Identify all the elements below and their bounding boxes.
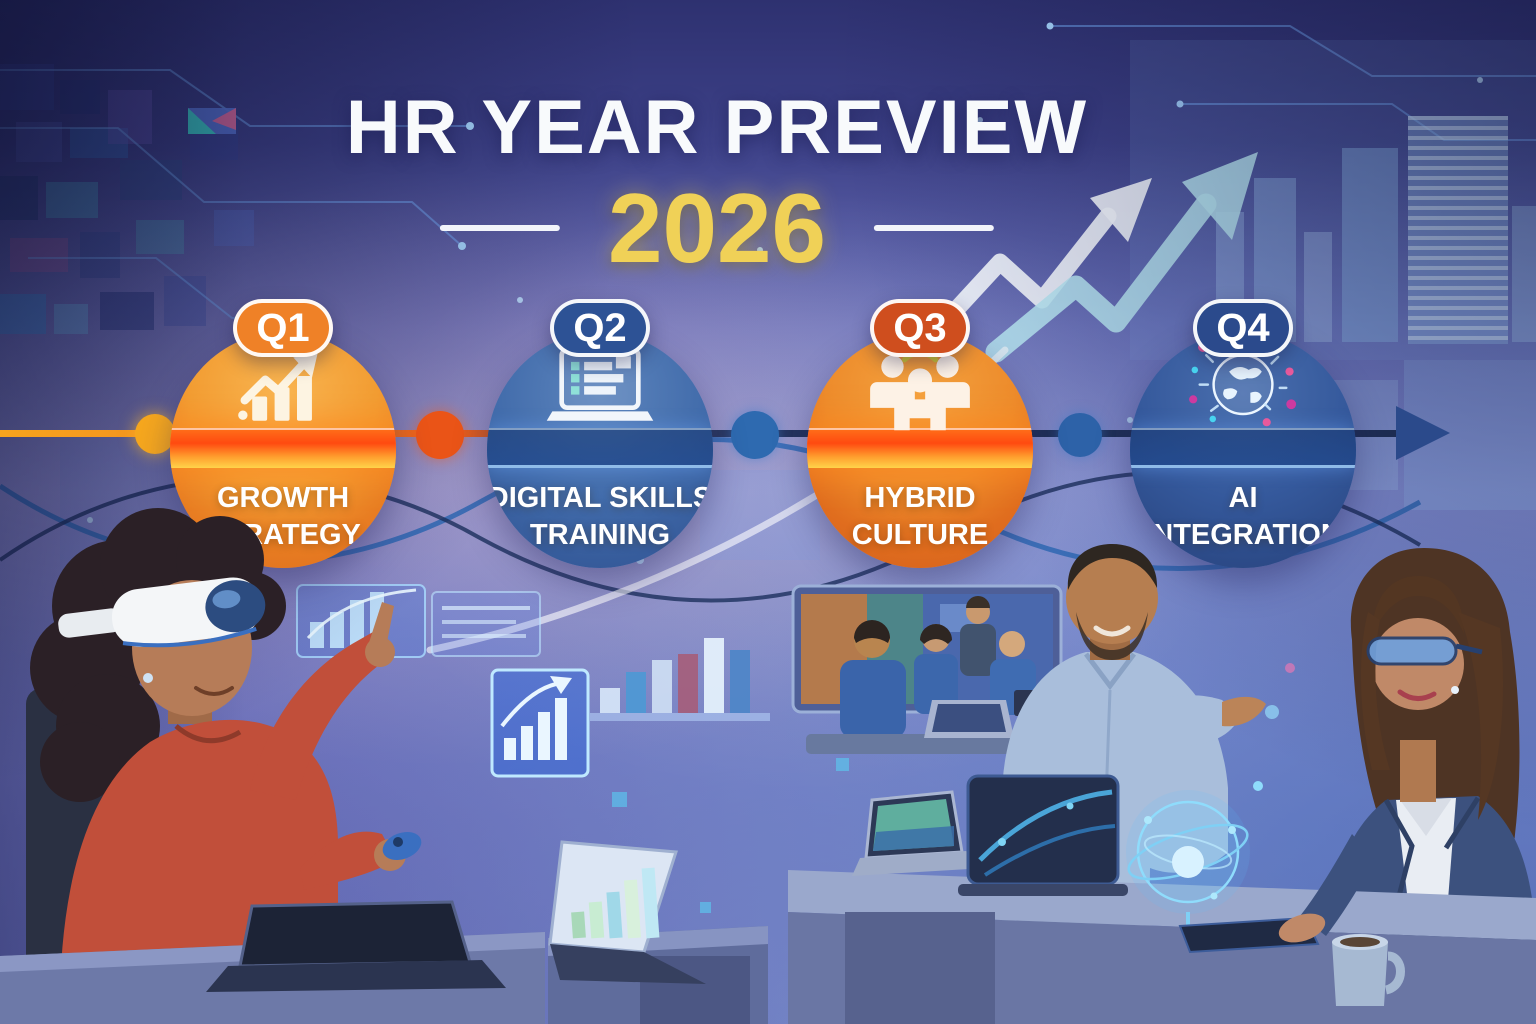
quarter-q3: Q3 HYBRID C <box>807 299 1033 568</box>
quarter-circle-q2: DIGITAL SKILLS TRAINING <box>487 332 713 568</box>
page-title: HR YEAR PREVIEW <box>345 85 1089 170</box>
quarter-label-q3: HYBRID CULTURE <box>807 480 1033 554</box>
quarter-circle-q4: AI INTEGRATION <box>1130 332 1356 568</box>
quarter-q1-line1: GROWTH <box>216 482 350 514</box>
smart-glasses <box>1366 636 1483 666</box>
title-block: HR YEAR PREVIEW 2026 <box>346 84 1088 277</box>
quarter-q2: Q2 DIGITAL SKILLS TRAINING <box>487 299 713 568</box>
laptop-training-icon <box>487 347 713 432</box>
quarter-badge-q1: Q1 <box>233 299 333 357</box>
video-meeting-team <box>791 584 1063 754</box>
mosaic-tiles <box>0 64 254 334</box>
holo-bar-panel <box>490 668 590 778</box>
laptop-back-glowing <box>958 774 1128 896</box>
woman-reaching-arm <box>1278 834 1374 943</box>
quarter-badge-q3-label: Q3 <box>893 305 947 350</box>
quarter-badge-q1-label: Q1 <box>256 305 310 350</box>
quarter-badge-q3: Q3 <box>870 299 970 357</box>
year-dash-left <box>439 225 560 231</box>
quarter-label-q2: DIGITAL SKILLS TRAINING <box>487 480 713 554</box>
left-laptop <box>206 900 506 992</box>
hologram-globe <box>1126 663 1295 940</box>
holo-bar-chart <box>590 638 770 721</box>
quarter-badge-q2-label: Q2 <box>573 305 627 350</box>
quarter-badge-q4: Q4 <box>1193 299 1293 357</box>
year-row: 2026 <box>346 179 1088 277</box>
team-people-icon <box>807 350 1033 432</box>
quarter-badge-q4-label: Q4 <box>1216 305 1270 350</box>
vr-headset <box>58 577 266 648</box>
quarter-q2-line1: DIGITAL SKILLS <box>487 482 713 514</box>
timeline-dot-2 <box>416 411 464 459</box>
quarter-band-q3 <box>807 428 1033 468</box>
holo-chart-panel-left <box>296 584 541 658</box>
quarter-label-q4: AI INTEGRATION <box>1130 480 1356 554</box>
quarter-band-q4 <box>1130 428 1356 468</box>
quarter-band-q1 <box>170 428 396 468</box>
year-dash-right <box>874 225 994 231</box>
year-label: 2026 <box>607 173 826 283</box>
timeline-dot-3 <box>731 411 779 459</box>
quarter-q3-line1: HYBRID <box>864 482 976 514</box>
quarter-badge-q2: Q2 <box>550 299 650 357</box>
quarter-q2-line2: TRAINING <box>529 519 671 552</box>
chart-laptop <box>548 840 706 984</box>
vr-controller <box>382 831 422 861</box>
quarter-q4-line2: INTEGRATION <box>1144 519 1342 552</box>
quarter-q3-line2: CULTURE <box>851 519 989 552</box>
quarter-band-q2 <box>487 428 713 468</box>
woman-with-vr-headset <box>26 508 422 1024</box>
quarter-q4-line1: AI <box>1228 482 1258 514</box>
silver-laptop <box>852 790 986 876</box>
coffee-mug <box>1332 934 1405 1006</box>
abstract-flag <box>188 108 236 134</box>
timeline-dot-1 <box>135 414 175 454</box>
timeline-arrowhead-icon <box>1396 406 1450 460</box>
quarter-circle-q3: HYBRID CULTURE <box>807 332 1033 568</box>
timeline-dot-4 <box>1058 413 1102 457</box>
quarter-q4: Q4 <box>1130 299 1356 568</box>
growth-chart-icon <box>170 353 396 432</box>
growth-zigzag-arrows <box>921 152 1258 363</box>
